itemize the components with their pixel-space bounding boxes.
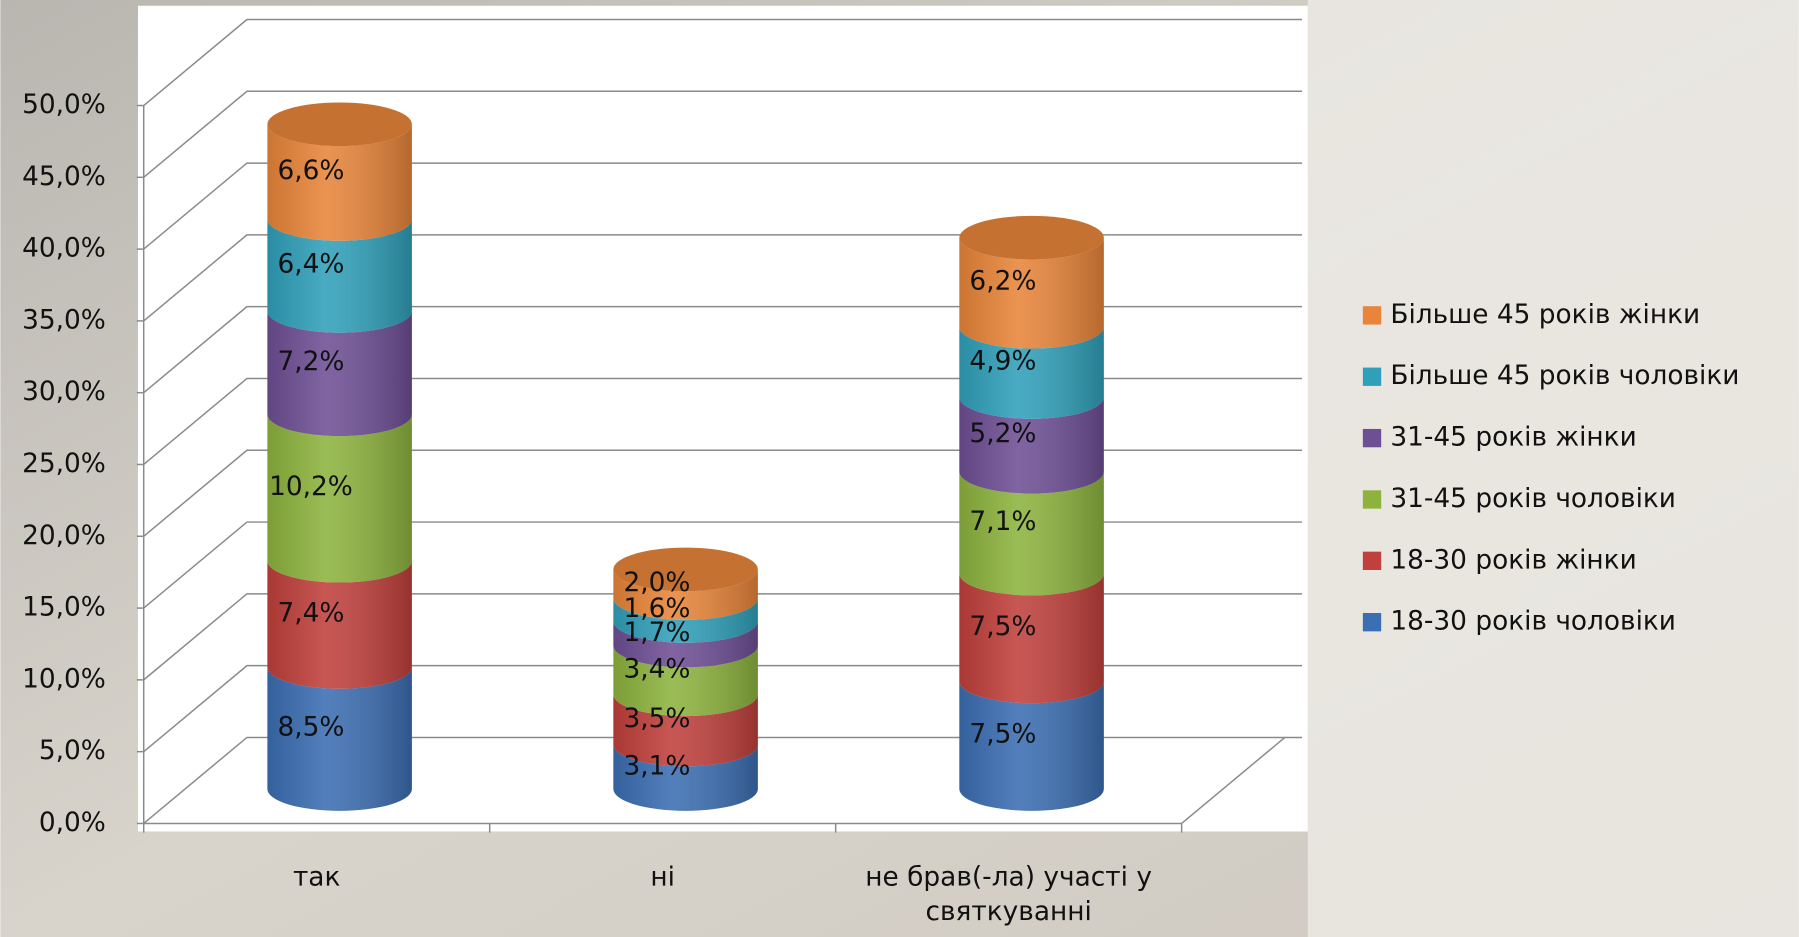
background-panel (1308, 0, 1799, 937)
legend-swatch (1363, 306, 1381, 324)
x-tick-label: ні (491, 860, 835, 894)
value-label: 8,5% (277, 713, 344, 743)
legend-swatch (1363, 613, 1381, 631)
value-label: 7,4% (277, 598, 344, 628)
value-label: 6,4% (277, 249, 344, 279)
value-label: 3,4% (623, 654, 690, 684)
value-label: 1,6% (623, 594, 690, 624)
x-tick-label-box: не брав(-ла) участі у святкуванні (837, 860, 1181, 937)
value-label: 3,5% (623, 704, 690, 734)
y-tick-label: 25,0% (22, 449, 106, 479)
value-label: 6,2% (969, 267, 1036, 297)
bar-top-shade (959, 216, 1104, 260)
y-tick-label: 40,0% (22, 234, 106, 264)
y-tick-label: 15,0% (22, 593, 106, 623)
bar-top-shade (267, 102, 412, 146)
y-tick-label: 30,0% (22, 377, 106, 407)
page: {"chart_data": {"type": "bar", "stacked"… (0, 0, 1799, 937)
y-tick-label: 10,0% (22, 664, 106, 694)
value-label: 10,2% (269, 472, 353, 502)
value-label: 7,2% (277, 347, 344, 377)
chart: 0,0% 5,0% 10,0% 15,0% 20,0% 25,0% 30,0% 35,0% 40… (0, 0, 1799, 937)
x-tick-label-box: ні (491, 860, 835, 937)
legend-swatch (1363, 552, 1381, 570)
legend-swatch (1363, 429, 1381, 447)
x-tick-label-box: так (145, 860, 489, 937)
value-label: 3,1% (623, 751, 690, 781)
legend-label: 31-45 років жінки (1390, 423, 1636, 453)
value-label: 5,2% (969, 419, 1036, 449)
y-tick-label: 35,0% (22, 305, 106, 335)
legend-label: 31-45 років чоловіки (1390, 484, 1676, 514)
y-tick-label: 5,0% (39, 736, 106, 766)
x-tick-label: так (145, 860, 489, 894)
value-label: 2,0% (623, 568, 690, 598)
value-label: 7,5% (969, 720, 1036, 750)
legend-swatch (1363, 490, 1381, 508)
value-label: 6,6% (277, 156, 344, 186)
x-tick-label: не брав(-ла) участі у святкуванні (848, 860, 1169, 929)
value-label: 4,9% (969, 346, 1036, 376)
value-label: 7,1% (969, 507, 1036, 537)
value-label: 7,5% (969, 612, 1036, 642)
y-tick-label: 45,0% (22, 162, 106, 192)
legend-label: 18-30 років чоловіки (1390, 607, 1676, 637)
y-tick-label: 20,0% (22, 521, 106, 551)
legend-label: Більше 45 років чоловіки (1390, 361, 1739, 391)
legend-label: 18-30 років жінки (1390, 545, 1636, 575)
legend-label: Більше 45 років жінки (1390, 300, 1700, 330)
y-tick-label: 0,0% (39, 808, 106, 838)
y-tick-label: 50,0% (22, 90, 106, 120)
legend-swatch (1363, 368, 1381, 386)
